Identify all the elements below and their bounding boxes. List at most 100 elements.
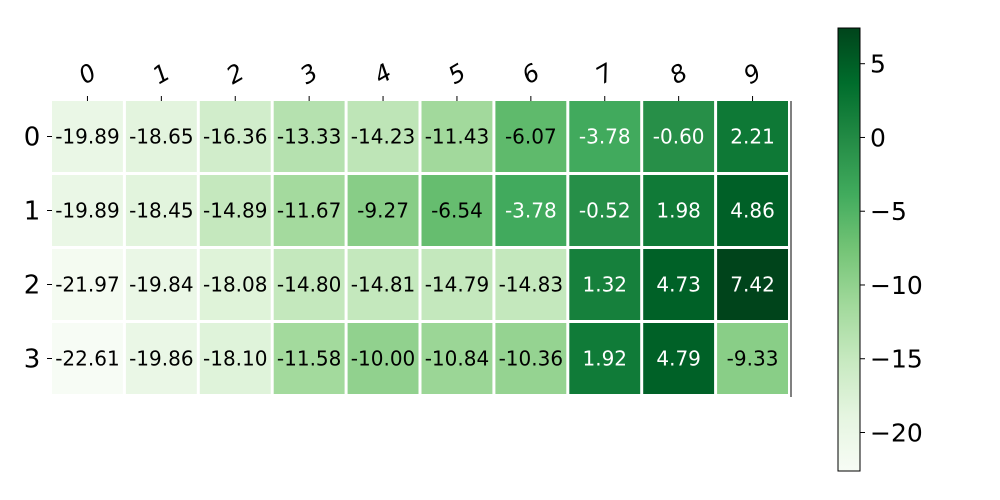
heatmap-cell-r0-c5 <box>421 101 493 172</box>
colorbar-tick-label-3: −10 <box>870 271 923 300</box>
heatmap-cell-r2-c3 <box>273 249 345 320</box>
x-tick-label-9: 9 <box>739 58 766 90</box>
heatmap-cell-r1-c3 <box>273 175 345 246</box>
x-tick-label-8: 8 <box>665 58 692 90</box>
heatmap-cell-label-r3-c6: -10.36 <box>499 347 563 371</box>
heatmap-cell-label-r1-c1: -18.45 <box>129 199 193 223</box>
heatmap-cell-r3-c0 <box>52 323 123 394</box>
heatmap-cell-r3-c3 <box>273 323 345 394</box>
x-tick-label-0: 0 <box>74 58 101 90</box>
heatmap-cell-label-r3-c0: -22.61 <box>55 347 119 371</box>
x-axis-ticks: 0 1 2 3 4 5 6 7 8 9 <box>74 58 766 101</box>
heatmap-cell-r1-c9 <box>717 175 788 246</box>
heatmap-cell-r0-c6 <box>495 101 567 172</box>
heatmap-cell-r1-c7 <box>569 175 641 246</box>
heatmap-cell-label-r0-c8: -0.60 <box>653 125 705 149</box>
heatmap-cell-r0-c3 <box>273 101 345 172</box>
heatmap-cell-r1-c4 <box>347 175 419 246</box>
x-tick-label-7: 7 <box>591 58 619 90</box>
heatmap-cell-r1-c1 <box>125 175 197 246</box>
colorbar-tick-label-2: −5 <box>870 197 907 226</box>
heatmap-cells: -19.89 -18.65 -16.36 -13.33 -14.23 -11.43 -6.0… <box>52 101 788 394</box>
heatmap-cell-r1-c2 <box>199 175 271 246</box>
y-axis-ticks: 0 1 2 3 <box>24 123 52 375</box>
heatmap-cell-label-r2-c8: 4.73 <box>656 273 701 297</box>
heatmap-cell-r3-c8 <box>643 323 715 394</box>
heatmap-cell-label-r1-c2: -14.89 <box>203 199 267 223</box>
heatmap-cell-label-r2-c9: 7.42 <box>730 273 775 297</box>
heatmap-cell-r3-c5 <box>421 323 493 394</box>
heatmap-cell-label-r0-c5: -11.43 <box>425 125 489 149</box>
heatmap-cell-label-r2-c4: -14.81 <box>351 273 415 297</box>
y-tick-label-0: 0 <box>24 123 41 153</box>
heatmap-cell-label-r2-c3: -14.80 <box>277 273 341 297</box>
x-tick-label-5: 5 <box>443 58 470 90</box>
heatmap-cell-r2-c1 <box>125 249 197 320</box>
heatmap-cell-label-r1-c9: 4.86 <box>730 199 775 223</box>
heatmap-cell-r2-c7 <box>569 249 641 320</box>
colorbar-tick-label-0: 5 <box>870 50 886 79</box>
colorbar <box>837 27 861 472</box>
x-tick-label-3: 3 <box>296 58 323 90</box>
heatmap-cell-label-r0-c3: -13.33 <box>277 125 341 149</box>
heatmap-cell-r3-c1 <box>125 323 197 394</box>
heatmap-cell-label-r1-c6: -3.78 <box>505 199 557 223</box>
heatmap-cell-r3-c6 <box>495 323 567 394</box>
heatmap-cell-r2-c8 <box>643 249 715 320</box>
heatmap-cell-r3-c2 <box>199 323 271 394</box>
x-tick-label-1: 1 <box>148 58 175 90</box>
heatmap-cell-r1-c6 <box>495 175 567 246</box>
heatmap-cell-r3-c9 <box>717 323 788 394</box>
heatmap-cell-label-r3-c3: -11.58 <box>277 347 341 371</box>
heatmap-cell-label-r2-c5: -14.79 <box>425 273 489 297</box>
heatmap-cell-r0-c8 <box>643 101 715 172</box>
heatmap-cell-label-r2-c6: -14.83 <box>499 273 563 297</box>
heatmap-cell-r0-c7 <box>569 101 641 172</box>
heatmap-cell-label-r1-c4: -9.27 <box>357 199 409 223</box>
heatmap-cell-label-r1-c0: -19.89 <box>55 199 119 223</box>
heatmap-cell-r0-c0 <box>52 101 123 172</box>
heatmap-cell-label-r1-c3: -11.67 <box>277 199 341 223</box>
heatmap-cell-label-r1-c5: -6.54 <box>431 199 483 223</box>
heatmap-cell-label-r1-c8: 1.98 <box>656 199 701 223</box>
heatmap-cell-label-r0-c0: -19.89 <box>55 125 119 149</box>
heatmap-cell-label-r3-c4: -10.00 <box>351 347 415 371</box>
colorbar-tick-label-5: −20 <box>870 418 923 447</box>
heatmap-cell-r0-c1 <box>125 101 197 172</box>
colorbar-ticks: 5 0 −5 −10 −15 −20 <box>860 50 923 447</box>
y-tick-label-1: 1 <box>24 197 41 227</box>
heatmap-cell-label-r2-c0: -21.97 <box>55 273 119 297</box>
heatmap-cell-label-r3-c1: -19.86 <box>129 347 193 371</box>
heatmap-cell-r2-c4 <box>347 249 419 320</box>
colorbar-tick-label-4: −15 <box>870 345 923 374</box>
heatmap-cell-r1-c8 <box>643 175 715 246</box>
heatmap-cell-label-r0-c4: -14.23 <box>351 125 415 149</box>
x-tick-label-2: 2 <box>222 58 249 90</box>
heatmap-cell-r0-c9 <box>717 101 788 172</box>
heatmap-cell-label-r3-c8: 4.79 <box>656 347 701 371</box>
heatmap-cell-r0-c4 <box>347 101 419 172</box>
heatmap-cell-label-r2-c1: -19.84 <box>129 273 193 297</box>
heatmap-cell-r1-c0 <box>52 175 123 246</box>
heatmap-cell-label-r2-c2: -18.08 <box>203 273 267 297</box>
heatmap-cell-r2-c5 <box>421 249 493 320</box>
heatmap-cell-label-r3-c9: -9.33 <box>727 347 779 371</box>
x-tick-label-4: 4 <box>369 58 396 90</box>
colorbar-tick-label-1: 0 <box>870 123 886 152</box>
heatmap-cell-label-r3-c7: 1.92 <box>582 347 627 371</box>
heatmap-cell-label-r0-c6: -6.07 <box>505 125 557 149</box>
heatmap-cell-label-r0-c2: -16.36 <box>203 125 267 149</box>
heatmap-cell-label-r3-c2: -18.10 <box>203 347 267 371</box>
heatmap-cell-r2-c6 <box>495 249 567 320</box>
heatmap-cell-r2-c9 <box>717 249 788 320</box>
heatmap-cell-r2-c2 <box>199 249 271 320</box>
y-tick-label-3: 3 <box>24 345 41 375</box>
heatmap-cell-r1-c5 <box>421 175 493 246</box>
x-tick-label-6: 6 <box>517 58 544 90</box>
heatmap-cell-label-r0-c1: -18.65 <box>129 125 193 149</box>
y-tick-label-2: 2 <box>24 271 41 301</box>
heatmap-cell-r3-c7 <box>569 323 641 394</box>
heatmap-cell-label-r3-c5: -10.84 <box>425 347 489 371</box>
heatmap-cell-r3-c4 <box>347 323 419 394</box>
heatmap-cell-label-r0-c9: 2.21 <box>730 125 775 149</box>
